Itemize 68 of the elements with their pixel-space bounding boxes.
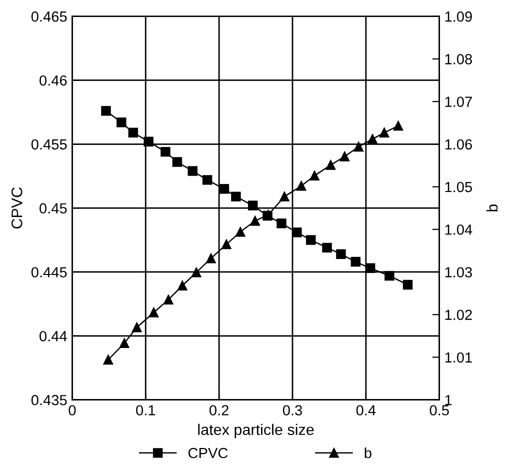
y2-tick-label: 1.07 [445,96,472,107]
point [206,253,216,264]
point [250,216,260,226]
point [280,192,290,202]
point [350,256,361,267]
point [119,338,130,348]
point [177,280,188,290]
point [191,268,202,278]
point [354,142,364,152]
x-tick-label: 0.4 [356,405,376,416]
point [144,136,154,146]
point [202,175,212,185]
point [322,242,332,253]
point [103,354,114,365]
x-tick-label: 0.3 [282,405,302,416]
y2-tick-label: 1.05 [445,182,472,192]
point [379,128,390,138]
point [160,146,170,157]
point [306,235,316,245]
point [368,134,378,144]
point [164,294,174,305]
y2-tick-label: 1.09 [445,11,472,22]
y-tick-label: 0.44 [40,331,67,342]
legend-label: b [364,447,372,458]
point [292,227,302,238]
point [222,239,232,250]
y2-tick-label: 1.04 [445,224,472,235]
x-tick-label: 0.5 [430,405,449,416]
point [188,166,198,176]
x-tick-label: 0.2 [210,405,228,416]
point [101,106,111,116]
point [402,280,413,290]
point [128,128,138,138]
point [384,270,394,281]
point [148,308,159,318]
point [132,322,142,332]
point [326,160,336,170]
y-tick-label: 0.445 [31,267,67,278]
point [231,192,241,202]
y2-tick-label: 1.02 [445,310,472,320]
point [219,184,230,194]
x-tick-label: 0 [68,405,76,416]
y-tick-label: 0.45 [40,203,67,214]
x-tick-label: 0.1 [136,405,156,416]
point [236,227,246,237]
y2-tick-label: 1.03 [445,267,472,278]
y-tick-label: 0.435 [31,394,67,406]
x-axis-title: latex particle size [198,424,314,438]
y2-tick-label: 1.08 [445,54,472,64]
point [310,170,320,181]
point [276,218,286,228]
point [172,157,182,167]
y-axis-title: CPVC [11,187,22,229]
y-tick-label: 0.455 [31,139,67,150]
point [393,120,404,131]
y2-axis-title: b [486,204,498,212]
point [248,200,258,210]
y2-tick-label: 1.06 [445,139,472,150]
y-tick-label: 0.46 [40,75,67,86]
point [365,263,376,274]
point [116,118,126,128]
legend-label: CPVC [188,448,228,458]
y2-tick-label: 1 [445,395,452,406]
y2-tick-label: 1.01 [445,352,472,363]
y-tick-label: 0.465 [31,11,67,22]
point [296,181,306,191]
point [336,249,346,259]
point [340,152,350,162]
